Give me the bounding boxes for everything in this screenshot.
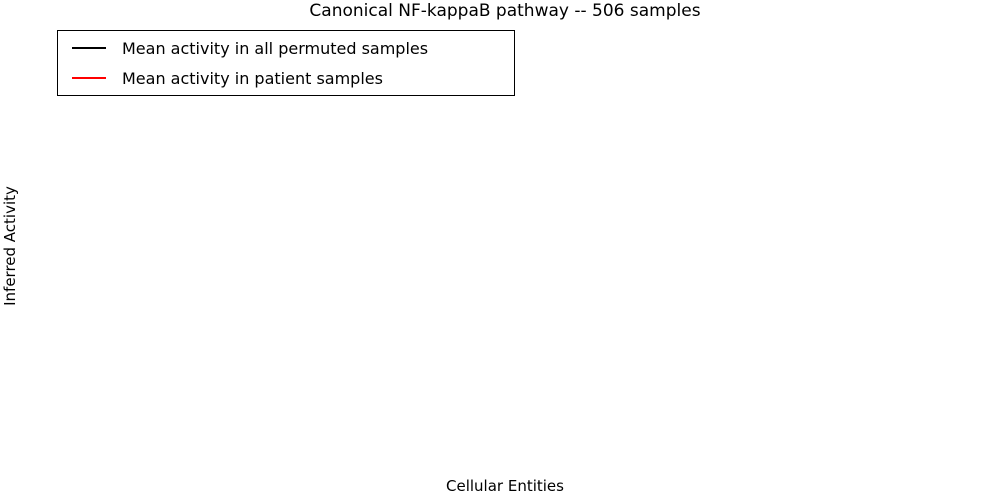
legend-label-patient: Mean activity in patient samples <box>122 68 383 88</box>
chart-title: Canonical NF-kappaB pathway -- 506 sampl… <box>309 1 701 21</box>
legend-red-line-icon <box>72 77 106 79</box>
x-axis-title: Cellular Entities <box>446 477 564 495</box>
legend-item-patient: Mean activity in patient samples <box>58 69 514 88</box>
legend-label-permuted: Mean activity in all permuted samples <box>122 38 429 58</box>
y-axis-title: Inferred Activity <box>1 186 19 306</box>
legend-black-line-icon <box>72 47 106 49</box>
legend: Mean activity in all permuted samples Me… <box>57 30 515 96</box>
legend-item-permuted: Mean activity in all permuted samples <box>58 39 514 58</box>
